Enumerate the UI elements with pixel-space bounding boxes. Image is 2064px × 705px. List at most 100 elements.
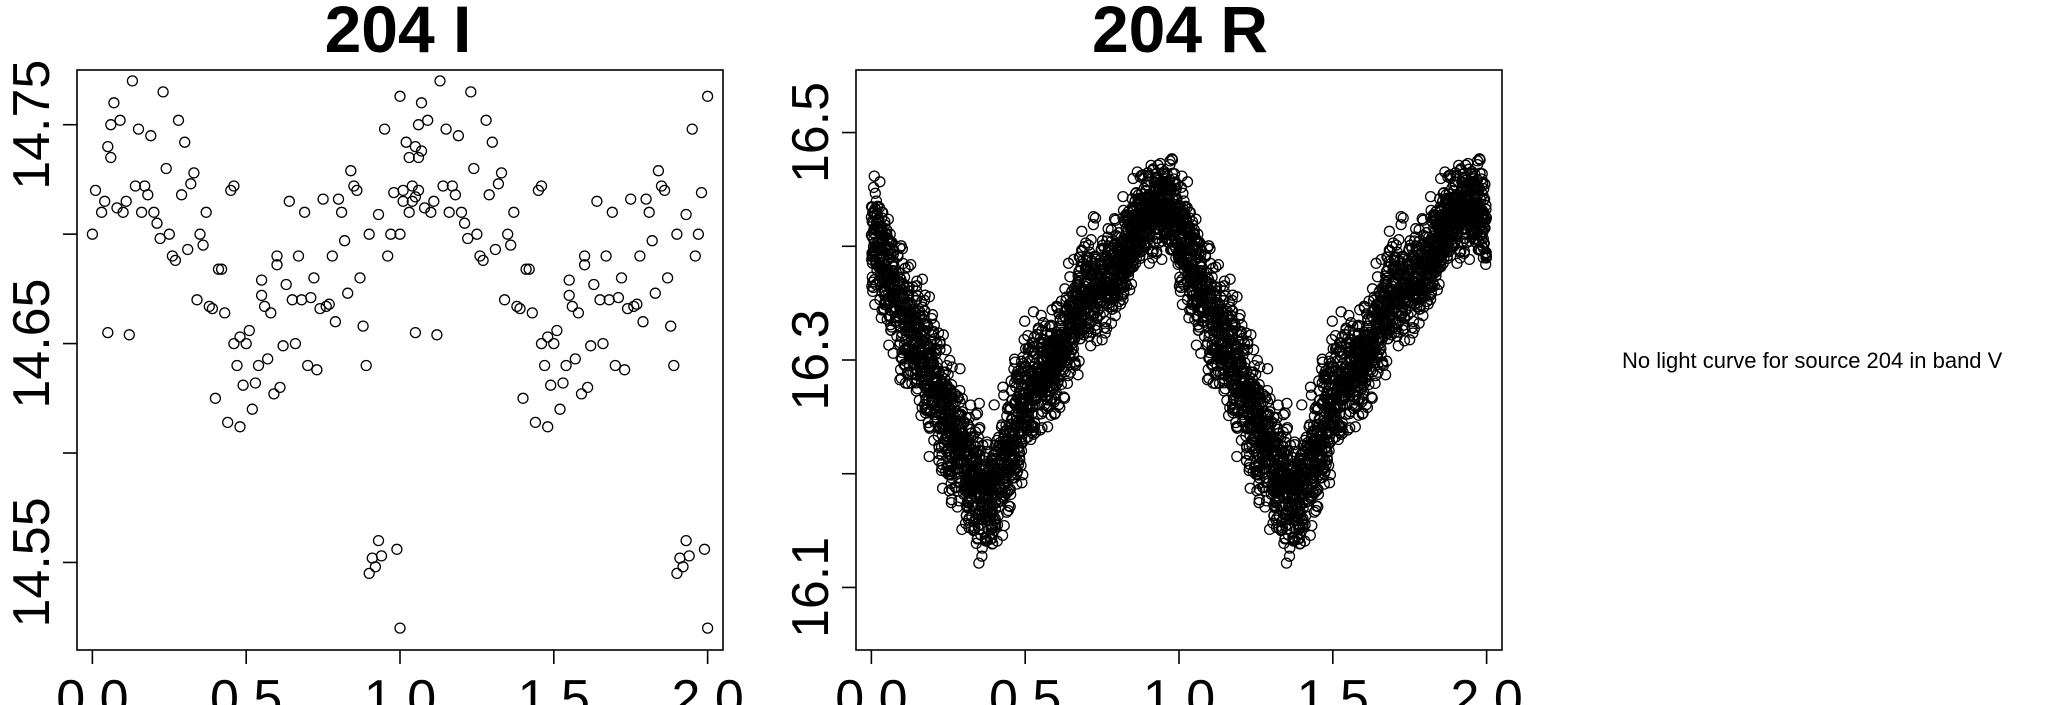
data-point (308, 272, 320, 284)
panel-204-r: 204 R 0.0 0.5 1.0 1.5 2.0 16.116.316.5 (782, 0, 1523, 705)
data-point (1326, 315, 1338, 327)
data-point (882, 232, 894, 244)
data-point (1008, 397, 1021, 409)
data-point (873, 212, 885, 225)
data-point (1108, 270, 1121, 282)
data-point (1249, 461, 1261, 473)
data-point (200, 206, 212, 218)
data-point (940, 388, 953, 400)
data-point (462, 232, 474, 245)
data-point (891, 330, 903, 342)
plot-frame-204-i (76, 69, 724, 651)
data-point (958, 415, 970, 428)
data-point (1100, 284, 1112, 296)
data-point (970, 512, 982, 525)
data-point (163, 228, 175, 240)
data-point (1117, 269, 1129, 281)
data-point (209, 392, 222, 404)
data-point (987, 459, 999, 471)
data-point (1371, 271, 1384, 283)
data-point (1038, 333, 1050, 346)
data-point (1085, 234, 1097, 246)
data-point (566, 300, 578, 313)
data-point (942, 425, 954, 438)
data-point (1087, 210, 1100, 223)
data-point (686, 123, 698, 135)
data-point (551, 324, 563, 337)
data-point (203, 300, 215, 313)
data-point (1084, 268, 1097, 281)
data-point (455, 206, 468, 218)
data-point (945, 379, 958, 391)
data-point (974, 490, 986, 502)
data-point (105, 119, 117, 131)
data-point (477, 254, 489, 267)
data-point (1026, 345, 1038, 358)
data-point (179, 136, 191, 148)
data-point (1013, 442, 1025, 454)
data-point (588, 278, 600, 291)
data-point (385, 228, 397, 240)
data-point (191, 294, 203, 306)
data-point (1131, 166, 1143, 178)
data-point (1066, 343, 1078, 356)
data-point (237, 379, 249, 391)
data-point (923, 291, 936, 303)
data-point (637, 316, 649, 328)
data-point (941, 461, 953, 473)
data-point (157, 86, 169, 98)
data-point (1253, 483, 1265, 495)
data-point (964, 399, 977, 411)
data-point (898, 358, 910, 371)
data-point (989, 483, 1002, 496)
data-point (1090, 319, 1102, 331)
data-point (968, 447, 980, 459)
x-tick-label-204-r: 1.0 (1143, 670, 1215, 705)
data-point (1144, 203, 1156, 216)
data-point (905, 366, 917, 378)
data-point (867, 281, 879, 294)
data-point (945, 496, 958, 509)
data-point (964, 466, 977, 478)
data-point (983, 474, 995, 486)
data-point (680, 534, 692, 547)
data-point (89, 184, 102, 197)
data-point (954, 477, 967, 489)
data-point (332, 193, 345, 205)
data-point (486, 136, 498, 148)
data-point (1159, 168, 1171, 181)
data-point (992, 446, 1004, 458)
data-point (246, 403, 258, 415)
data-point (1195, 347, 1207, 359)
data-point (489, 243, 502, 256)
data-point (895, 304, 907, 316)
data-point (892, 250, 904, 263)
data-point (363, 228, 375, 240)
x-tick-label-204-i: 1.0 (364, 670, 436, 705)
data-point (234, 331, 246, 343)
data-point (695, 186, 708, 199)
data-point (1081, 262, 1094, 274)
data-point (572, 307, 585, 319)
data-point (701, 90, 714, 102)
data-point (409, 140, 422, 153)
points-204-r (865, 153, 1493, 569)
data-point (913, 331, 925, 344)
data-point (222, 416, 234, 429)
data-point (1062, 257, 1075, 269)
data-point (329, 316, 342, 328)
data-point (538, 359, 551, 372)
x-tick-label-204-r: 0.5 (989, 670, 1061, 705)
data-point (1015, 424, 1027, 437)
data-point (1063, 300, 1075, 313)
data-point (1000, 433, 1013, 446)
data-point (1003, 427, 1015, 440)
data-point (323, 298, 335, 310)
data-point (970, 492, 983, 505)
data-point (937, 400, 949, 412)
data-point (498, 294, 511, 306)
data-point (1027, 421, 1039, 434)
data-point (154, 232, 166, 245)
data-point (926, 326, 939, 339)
